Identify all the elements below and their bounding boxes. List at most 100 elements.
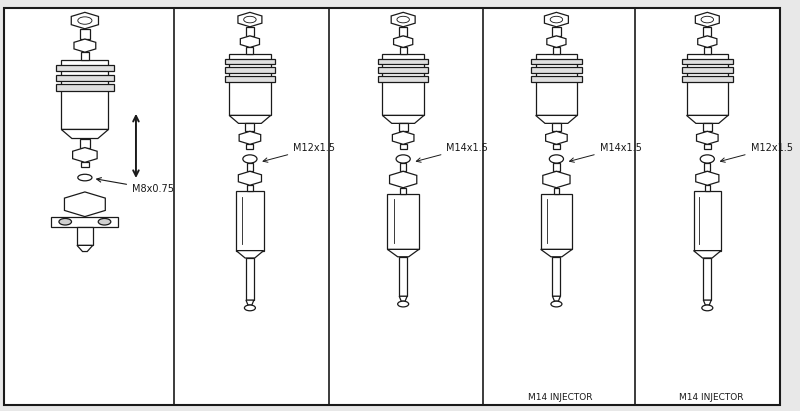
Bar [382,54,424,115]
Bar [77,227,93,245]
Text: M8x0.75: M8x0.75 [97,178,174,194]
Polygon shape [240,36,259,47]
Bar [56,65,114,72]
Polygon shape [236,251,264,258]
Polygon shape [553,296,560,301]
Bar [246,258,254,300]
Bar [80,139,90,148]
Bar [56,84,114,91]
Bar [682,76,733,82]
Text: M12x1.5: M12x1.5 [263,143,335,162]
Polygon shape [536,115,577,123]
Bar [246,47,254,54]
Bar [554,163,559,171]
Ellipse shape [245,305,255,311]
Polygon shape [238,12,262,27]
Bar [378,67,429,73]
Bar [62,60,109,129]
Polygon shape [696,171,719,185]
Bar [703,258,711,300]
Polygon shape [391,12,415,27]
Ellipse shape [398,301,409,307]
Polygon shape [392,132,414,144]
Polygon shape [543,171,570,188]
Bar [246,123,254,132]
Polygon shape [229,115,270,123]
Bar [553,144,560,149]
Polygon shape [698,36,717,47]
Bar [56,75,114,81]
Polygon shape [547,36,566,47]
Bar [531,67,582,73]
Bar [553,47,560,54]
Bar [229,54,270,115]
Bar [378,76,429,82]
Bar [400,163,406,171]
Bar [225,67,275,73]
Bar [704,163,710,171]
Bar [246,163,253,171]
Bar [80,29,90,39]
Polygon shape [238,171,262,185]
Polygon shape [239,132,261,144]
Bar [554,188,559,194]
Bar [553,257,560,296]
Polygon shape [73,148,97,162]
Bar [703,27,711,36]
Bar [531,76,582,82]
Polygon shape [399,296,407,301]
Ellipse shape [551,301,562,307]
Bar [552,27,561,36]
Ellipse shape [396,155,410,163]
Bar [51,217,118,227]
Bar [236,192,264,251]
Polygon shape [545,12,568,27]
Bar [81,52,89,60]
Bar [541,194,572,249]
Ellipse shape [701,16,714,23]
Text: M14x1.5: M14x1.5 [416,143,488,162]
Polygon shape [74,39,96,52]
Polygon shape [387,249,419,257]
Polygon shape [695,12,719,27]
Ellipse shape [98,219,111,225]
Bar [81,162,89,167]
Polygon shape [546,132,567,144]
Bar [246,27,254,36]
Ellipse shape [244,16,256,23]
Polygon shape [394,36,413,47]
Bar [399,27,407,36]
Bar [686,54,728,115]
Ellipse shape [550,155,563,163]
Polygon shape [65,192,106,217]
Bar [398,123,408,132]
Polygon shape [246,300,254,305]
Bar [705,185,710,192]
Bar [247,185,253,192]
Polygon shape [697,132,718,144]
Bar [400,144,406,149]
Ellipse shape [702,305,713,311]
Text: M14 INJECTOR: M14 INJECTOR [679,393,743,402]
Polygon shape [62,129,109,139]
Ellipse shape [78,174,92,181]
Ellipse shape [397,16,410,23]
Text: M14 INJECTOR: M14 INJECTOR [528,393,593,402]
Bar [246,144,254,149]
Bar [531,58,582,65]
Bar [552,123,561,132]
Polygon shape [71,12,98,29]
Polygon shape [77,245,93,252]
Bar [378,58,429,65]
Ellipse shape [550,16,562,23]
Polygon shape [390,171,417,188]
Ellipse shape [700,155,714,163]
Bar [225,76,275,82]
Bar [704,47,710,54]
Bar [399,257,407,296]
Polygon shape [703,300,711,305]
Bar [387,194,419,249]
Bar [704,144,710,149]
Polygon shape [541,249,572,257]
Polygon shape [694,251,721,258]
